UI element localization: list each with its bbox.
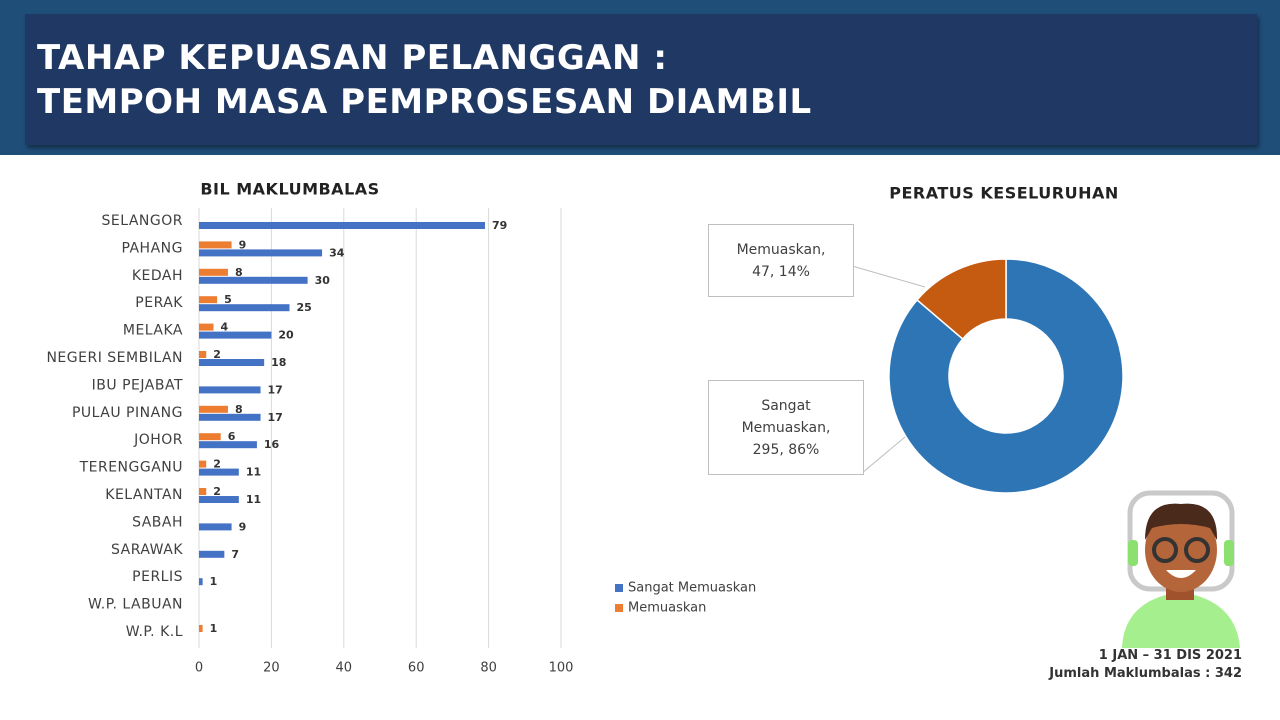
data-label: 30 xyxy=(315,274,331,287)
bar xyxy=(199,441,257,449)
data-label: Memuaskan, 47, 14% xyxy=(736,241,826,280)
data-label: 2 xyxy=(213,348,221,361)
legend-swatch xyxy=(615,604,623,612)
data-label: 16 xyxy=(264,438,280,451)
header-band: TAHAP KEPUASAN PELANGGAN : TEMPOH MASA P… xyxy=(0,0,1280,155)
title: TAHAP KEPUASAN PELANGGAN : xyxy=(37,38,668,78)
data-label: 8 xyxy=(235,403,243,416)
y-tick-label: W.P. LABUAN xyxy=(88,597,183,613)
bar xyxy=(199,405,228,413)
avatar xyxy=(1122,490,1240,648)
data-label: 2 xyxy=(213,458,221,471)
y-tick-label: SELANGOR xyxy=(102,213,184,229)
bar xyxy=(199,296,218,304)
bar xyxy=(199,386,261,394)
y-tick-label: PULAU PINANG xyxy=(72,405,183,421)
total: Jumlah Maklumbalas : 342 xyxy=(1049,666,1242,681)
y-tick-label: SABAH xyxy=(132,514,183,530)
data-label: 20 xyxy=(278,329,294,342)
bar xyxy=(199,222,485,229)
bar xyxy=(199,578,203,586)
bar xyxy=(199,351,207,358)
data-label: 2 xyxy=(213,485,221,498)
y-tick-label: IBU PEJABAT xyxy=(92,377,183,393)
bar xyxy=(199,304,290,312)
bar xyxy=(199,413,261,421)
y-tick-label: NEGERI SEMBILAN xyxy=(46,350,183,366)
bar xyxy=(199,488,207,495)
bar xyxy=(199,625,203,632)
bar xyxy=(199,276,308,284)
bar xyxy=(199,323,214,331)
legend-label: Sangat Memuaskan xyxy=(628,581,756,596)
data-label: 6 xyxy=(228,430,236,443)
x-tick-label: 20 xyxy=(263,661,280,676)
data-label: 18 xyxy=(271,356,286,369)
bar xyxy=(199,433,221,441)
y-tick-label: KEDAH xyxy=(132,268,183,284)
data-label: 1 xyxy=(210,622,218,635)
leader-line xyxy=(861,436,906,475)
leader-line xyxy=(851,256,926,288)
bar xyxy=(199,496,239,503)
period: 1 JAN – 31 DIS 2021 xyxy=(1098,648,1242,663)
chart-title: PERATUS KESELURUHAN xyxy=(889,184,1119,203)
data-label: 25 xyxy=(297,301,312,314)
data-label: 9 xyxy=(239,520,247,533)
data-label-box: Sangat Memuaskan, 295, 86% xyxy=(708,380,864,475)
data-label: 79 xyxy=(492,219,507,232)
bar xyxy=(199,460,207,468)
data-label: 34 xyxy=(329,246,345,259)
bar xyxy=(199,468,239,476)
y-tick-label: PERAK xyxy=(135,295,183,311)
y-tick-label: W.P. K.L xyxy=(126,624,183,640)
data-label: 1 xyxy=(210,575,218,588)
y-tick-label: KELANTAN xyxy=(105,487,183,503)
y-tick-label: SARAWAK xyxy=(111,542,183,558)
bar xyxy=(199,550,225,558)
x-tick-label: 60 xyxy=(408,661,425,676)
bar xyxy=(199,249,323,257)
y-tick-label: MELAKA xyxy=(123,323,183,339)
donut-segment xyxy=(916,258,1007,341)
data-label: 5 xyxy=(224,293,232,306)
header-box: TAHAP KEPUASAN PELANGGAN : TEMPOH MASA P… xyxy=(25,14,1257,145)
bar xyxy=(199,523,232,531)
data-label: 7 xyxy=(231,548,239,561)
data-label: 17 xyxy=(268,383,283,396)
data-label: 17 xyxy=(268,411,283,424)
legend-label: Memuaskan xyxy=(628,601,706,616)
donut-segment xyxy=(888,258,1124,494)
legend-swatch xyxy=(615,584,623,592)
data-label-box: Memuaskan, 47, 14% xyxy=(708,224,854,297)
bar xyxy=(199,241,232,249)
y-tick-label: JOHOR xyxy=(133,432,183,448)
data-label: 4 xyxy=(220,321,228,334)
title: TEMPOH MASA PEMPROSESAN DIAMBIL xyxy=(37,82,812,122)
x-tick-label: 0 xyxy=(195,661,203,676)
data-label: 9 xyxy=(239,238,247,251)
y-tick-label: PERLIS xyxy=(132,569,183,585)
x-tick-label: 40 xyxy=(336,661,353,676)
data-label: 11 xyxy=(246,466,261,479)
x-tick-label: 100 xyxy=(549,661,574,676)
data-label: 8 xyxy=(235,266,243,279)
y-tick-label: PAHANG xyxy=(121,240,183,256)
bar xyxy=(199,268,228,276)
data-label: Sangat Memuaskan, 295, 86% xyxy=(741,397,831,458)
bar xyxy=(199,359,265,366)
y-tick-label: TERENGGANU xyxy=(79,460,183,476)
bar xyxy=(199,331,272,339)
x-tick-label: 80 xyxy=(480,661,497,676)
data-label: 11 xyxy=(246,493,261,506)
chart-title: BIL MAKLUMBALAS xyxy=(200,180,379,199)
